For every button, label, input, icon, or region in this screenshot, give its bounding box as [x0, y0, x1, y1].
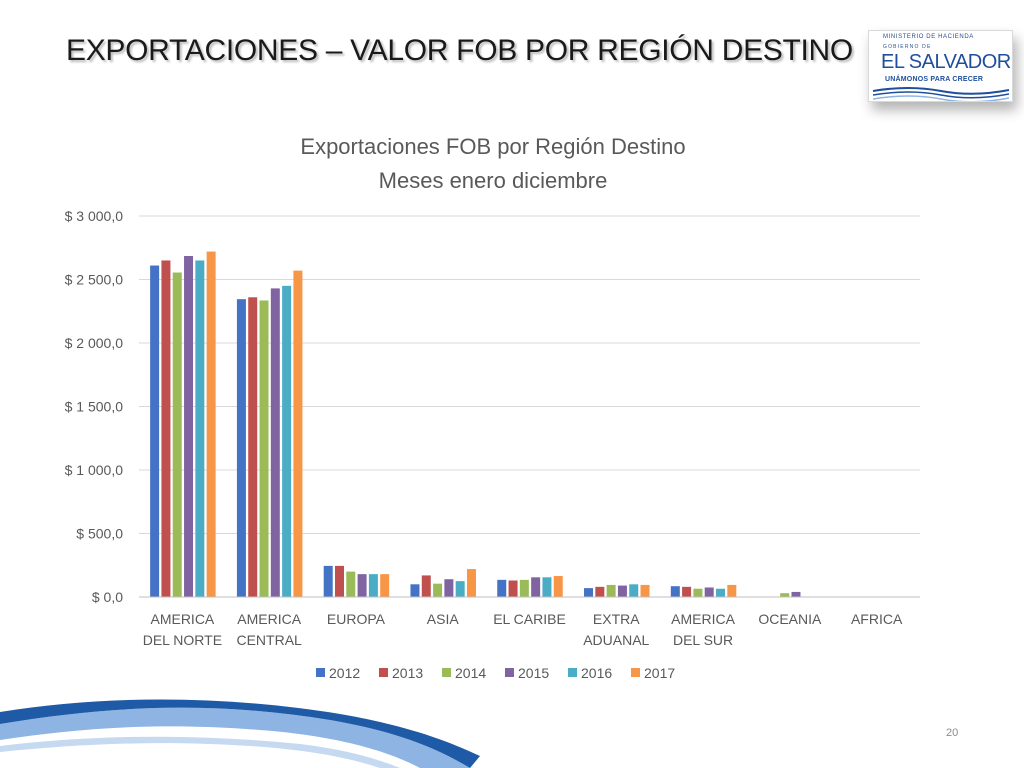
bar-2016 — [716, 588, 726, 597]
y-tick-label: $ 2 000,0 — [65, 335, 124, 351]
bar-2015 — [617, 585, 627, 597]
bar-2014 — [346, 571, 356, 597]
bar-2014 — [433, 583, 443, 597]
legend-label: 2014 — [455, 665, 486, 681]
bar-2015 — [791, 591, 801, 597]
logo-ministry-text: MINISTERIO DE HACIENDA — [883, 34, 974, 40]
x-tick-label: DEL SUR — [673, 632, 733, 648]
bar-2013 — [248, 297, 258, 597]
legend-label: 2017 — [644, 665, 675, 681]
y-tick-label: $ 1 000,0 — [65, 462, 124, 478]
bar-2013 — [682, 586, 692, 597]
bar-2013 — [595, 586, 605, 597]
x-tick-label: AFRICA — [851, 611, 903, 627]
bar-2017 — [553, 576, 563, 597]
chart-title: Exportaciones FOB por Región Destino — [300, 134, 686, 159]
bar-2012 — [410, 584, 420, 597]
bar-2014 — [606, 584, 616, 597]
legend-label: 2016 — [581, 665, 612, 681]
x-tick-label: DEL NORTE — [143, 632, 222, 648]
bar-2017 — [727, 584, 737, 597]
bar-2013 — [421, 575, 431, 597]
bar-2017 — [206, 251, 216, 597]
bar-2016 — [282, 285, 292, 597]
x-tick-label: EL CARIBE — [493, 611, 566, 627]
x-tick-label: AMERICA — [671, 611, 735, 627]
bar-2014 — [693, 588, 703, 597]
bar-2012 — [584, 588, 594, 597]
logo-wave-graphic — [872, 87, 1010, 101]
y-tick-label: $ 3 000,0 — [65, 208, 124, 224]
bar-2015 — [704, 587, 714, 597]
bar-2014 — [259, 300, 269, 597]
bar-2012 — [236, 299, 246, 597]
bar-2012 — [150, 265, 160, 597]
bar-2013 — [161, 260, 171, 597]
bar-2012 — [497, 579, 507, 597]
bar-2015 — [531, 577, 541, 597]
bar-2015 — [270, 288, 280, 597]
x-tick-label: OCEANIA — [758, 611, 822, 627]
y-tick-label: $ 0,0 — [92, 589, 123, 605]
legend-swatch-2017 — [631, 668, 640, 677]
x-tick-label: ADUANAL — [583, 632, 649, 648]
decorative-wave — [0, 699, 480, 768]
legend-swatch-2016 — [568, 668, 577, 677]
bar-2016 — [542, 577, 552, 597]
page-number: 20 — [946, 727, 959, 739]
bar-2017 — [640, 584, 650, 597]
x-tick-label: AMERICA — [150, 611, 214, 627]
x-tick-label: ASIA — [427, 611, 460, 627]
legend-label: 2012 — [329, 665, 360, 681]
logo-motto-text: UNÁMONOS PARA CRECER — [885, 76, 984, 83]
bar-2017 — [466, 569, 476, 597]
bar-2012 — [323, 565, 333, 597]
bar-2012 — [670, 586, 680, 597]
y-tick-label: $ 2 500,0 — [65, 272, 124, 288]
bar-2016 — [195, 260, 205, 597]
legend-swatch-2015 — [505, 668, 514, 677]
bar-2013 — [508, 580, 518, 597]
legend-swatch-2014 — [442, 668, 451, 677]
legend-swatch-2012 — [316, 668, 325, 677]
x-tick-label: EUROPA — [327, 611, 386, 627]
logo-country-text: EL SALVADOR — [881, 51, 1011, 73]
legend-swatch-2013 — [379, 668, 388, 677]
wave-band-dark — [0, 699, 480, 768]
y-tick-label: $ 1 500,0 — [65, 399, 124, 415]
bar-2015 — [444, 579, 454, 597]
y-tick-label: $ 500,0 — [76, 526, 123, 542]
legend-label: 2013 — [392, 665, 423, 681]
bar-2015 — [184, 256, 194, 597]
x-tick-label: CENTRAL — [236, 632, 302, 648]
bar-2013 — [334, 565, 344, 597]
bar-chart: $ 0,0 $ 500,0 $ 1 000,0 $ 1 500,0 $ 2 000,0 $… — [65, 208, 920, 681]
chart-subtitle: Meses enero diciembre — [378, 168, 608, 193]
bar-2016 — [455, 581, 465, 597]
chart-title-block: Exportaciones FOB por Región Destino Mes… — [140, 130, 846, 198]
bar-2016 — [629, 584, 639, 597]
el-salvador-logo: MINISTERIO DE HACIENDA GOBIERNO DE EL SA… — [868, 30, 1013, 102]
bar-2014 — [519, 579, 529, 597]
bar-2017 — [380, 574, 390, 597]
bar-2017 — [293, 270, 303, 597]
wave-band-thin — [0, 736, 400, 768]
slide-title: EXPORTACIONES – VALOR FOB POR REGIÓN DES… — [66, 34, 853, 67]
bar-2014 — [172, 272, 182, 597]
legend-label: 2015 — [518, 665, 549, 681]
wave-band-light — [0, 707, 470, 768]
bar-2015 — [357, 574, 367, 597]
x-tick-label: AMERICA — [237, 611, 301, 627]
bar-2014 — [780, 593, 790, 597]
bar-2016 — [368, 574, 378, 597]
logo-government-text: GOBIERNO DE — [883, 44, 932, 50]
x-tick-label: EXTRA — [593, 611, 640, 627]
